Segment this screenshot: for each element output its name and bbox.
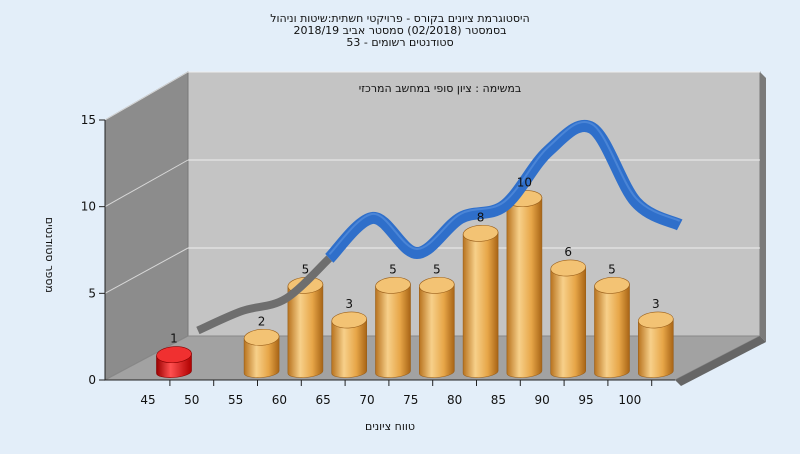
bar-top [331, 311, 367, 329]
bar-body [506, 197, 543, 378]
y-tick-labels: 0 5 10 15 [81, 113, 105, 387]
x-axis-label: טווח ציונים [365, 420, 415, 433]
data-label: 3 [652, 297, 660, 311]
bar-body [243, 335, 280, 378]
data-label: 1 [170, 332, 178, 346]
x-tick-label: 80 [447, 393, 462, 407]
data-label: 5 [608, 262, 616, 276]
bar-body [287, 283, 324, 378]
data-label: 5 [433, 262, 441, 276]
bar-top [243, 328, 280, 346]
x-tick-label: 100 [618, 393, 641, 407]
grid-line [104, 247, 189, 294]
y-tick-label: 10 [81, 200, 96, 214]
distribution-curve [196, 120, 683, 335]
chart-title-line-3: סטודנטים רשומים - 53 [346, 36, 453, 49]
bar [331, 311, 367, 378]
bar [462, 224, 499, 378]
data-label: 5 [302, 262, 310, 276]
floor-edge [675, 336, 766, 386]
curve-highlight [328, 121, 681, 256]
data-labels: 1 2 5 3 5 5 8 10 6 5 3 [170, 176, 659, 346]
data-label: 2 [258, 314, 266, 328]
y-axis-label: מספר סטודנטים [43, 217, 56, 293]
x-tick-label: 60 [272, 393, 287, 407]
x-tick-label: 85 [491, 393, 506, 407]
bar-body [419, 283, 455, 378]
bar-body [594, 283, 630, 378]
bar [419, 276, 455, 378]
bar-top [638, 311, 674, 329]
chart-title-line-2: בסמסטר (02/2018) סמסטר אביב 2018/19 [293, 24, 506, 37]
curve-segment-high [324, 120, 683, 263]
x-tick-label: 45 [140, 393, 155, 407]
y-tick-label: 0 [88, 373, 96, 387]
chart-subtitle: במשימה : ציון סופי במחשב המרכזי [359, 82, 522, 95]
bar [506, 190, 543, 378]
back-wall-edge [760, 72, 766, 342]
bars [156, 190, 674, 378]
y-tick-label: 5 [88, 286, 96, 300]
bar-top [594, 276, 630, 294]
bar [638, 311, 674, 378]
bar-top [156, 346, 192, 364]
data-label: 6 [564, 245, 572, 259]
data-label: 8 [477, 210, 485, 224]
bar-body [462, 231, 499, 378]
x-tick-label: 50 [184, 393, 199, 407]
bar-top [419, 276, 455, 294]
grid-line [104, 159, 189, 208]
x-tick-label: 75 [403, 393, 418, 407]
bar [594, 276, 630, 378]
bar-body [638, 318, 674, 378]
bar-top [550, 259, 586, 277]
x-tick-label: 95 [578, 393, 593, 407]
bar [243, 328, 280, 378]
y-tick-label: 15 [81, 113, 96, 127]
bar [550, 259, 586, 378]
data-label: 10 [517, 176, 532, 190]
x-tick-label: 55 [228, 393, 243, 407]
x-tick-label: 90 [535, 393, 550, 407]
bar-top [462, 224, 499, 242]
grid-line [104, 71, 189, 121]
bar-body [331, 318, 367, 378]
x-tick-labels: 45 50 55 60 65 70 75 80 85 90 95 100 [140, 380, 653, 407]
x-tick-label: 70 [359, 393, 374, 407]
bar [156, 346, 192, 378]
data-label: 3 [345, 297, 353, 311]
x-tick-label: 65 [316, 393, 331, 407]
bar-body [550, 266, 586, 378]
bar-body [375, 283, 411, 378]
chart-title-line-1: היסטוגרמת ציונים בקורס - פרויקטי חשתית:ש… [270, 12, 529, 25]
bar-top [375, 276, 411, 294]
data-label: 5 [389, 262, 397, 276]
bar [375, 276, 411, 378]
curve-segment-low [196, 255, 333, 335]
